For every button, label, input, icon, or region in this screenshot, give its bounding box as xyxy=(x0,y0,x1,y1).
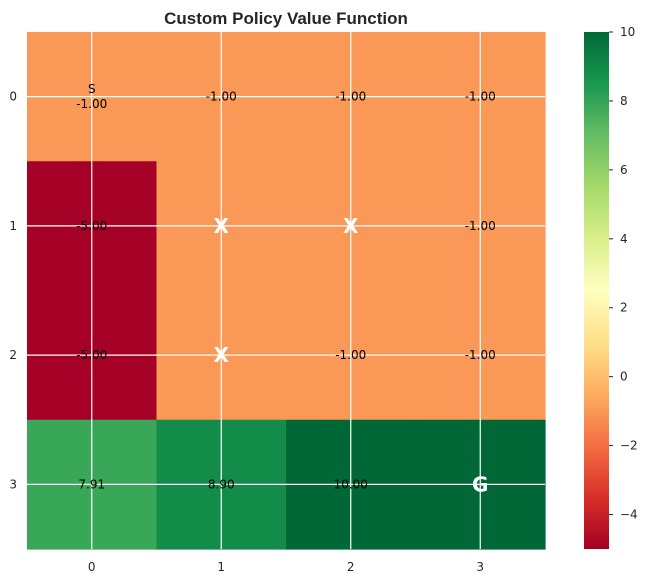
x-tick-label: 1 xyxy=(217,560,225,574)
x-tick-label: 0 xyxy=(88,560,96,574)
cell-value-label: -5.00 xyxy=(76,219,107,233)
cell-value-label: -1.00 xyxy=(335,90,366,104)
chart-title: Custom Policy Value Function xyxy=(164,9,408,28)
obstacle-marker: X xyxy=(343,214,359,238)
obstacle-marker: X xyxy=(214,343,230,367)
colorbar xyxy=(584,32,609,549)
cell-value-label: -5.00 xyxy=(76,348,107,362)
colorbar-tick-label: 0 xyxy=(620,370,628,384)
x-tick-label: 3 xyxy=(476,560,484,574)
y-axis-ticks: 0 1 2 3 xyxy=(9,90,17,492)
cell-value-label: -1.00 xyxy=(335,348,366,362)
colorbar-tick-label: 6 xyxy=(620,163,628,177)
colorbar-ticks: 10 8 6 4 2 0 −2 −4 xyxy=(609,25,638,522)
colorbar-tick-label: 10 xyxy=(620,25,635,39)
cell-value-label: 10.00 xyxy=(334,477,368,491)
x-tick-label: 2 xyxy=(347,560,355,574)
y-tick-label: 2 xyxy=(9,348,17,362)
colorbar-tick-label: −2 xyxy=(620,439,638,453)
cell-value-label: -1.00 xyxy=(76,97,107,111)
cell-value-label: 7.91 xyxy=(78,477,105,491)
x-axis-ticks: 0 1 2 3 xyxy=(88,560,484,574)
y-tick-label: 1 xyxy=(9,219,17,233)
cell-value-label: -1.00 xyxy=(465,219,496,233)
heatmap-gridlines xyxy=(27,32,545,549)
cell-value-label: -1.00 xyxy=(465,90,496,104)
obstacle-marker: X xyxy=(214,214,230,238)
start-marker: S xyxy=(88,82,96,96)
cell-value-label: -1.00 xyxy=(465,348,496,362)
cell-value-label: 8.90 xyxy=(208,477,235,491)
y-tick-label: 0 xyxy=(9,90,17,104)
goal-marker: G xyxy=(472,472,488,496)
y-tick-label: 3 xyxy=(9,477,17,491)
cell-value-label: -1.00 xyxy=(206,90,237,104)
colorbar-tick-label: 4 xyxy=(620,232,628,246)
colorbar-tick-label: −4 xyxy=(620,508,638,522)
heatmap-cell-labels: S-1.00-1.00 -1.00 -1.00-5.00 X X -1.00-5.00 X -… xyxy=(76,82,496,496)
colorbar-tick-label: 8 xyxy=(620,94,628,108)
colorbar-tick-label: 2 xyxy=(620,301,628,315)
